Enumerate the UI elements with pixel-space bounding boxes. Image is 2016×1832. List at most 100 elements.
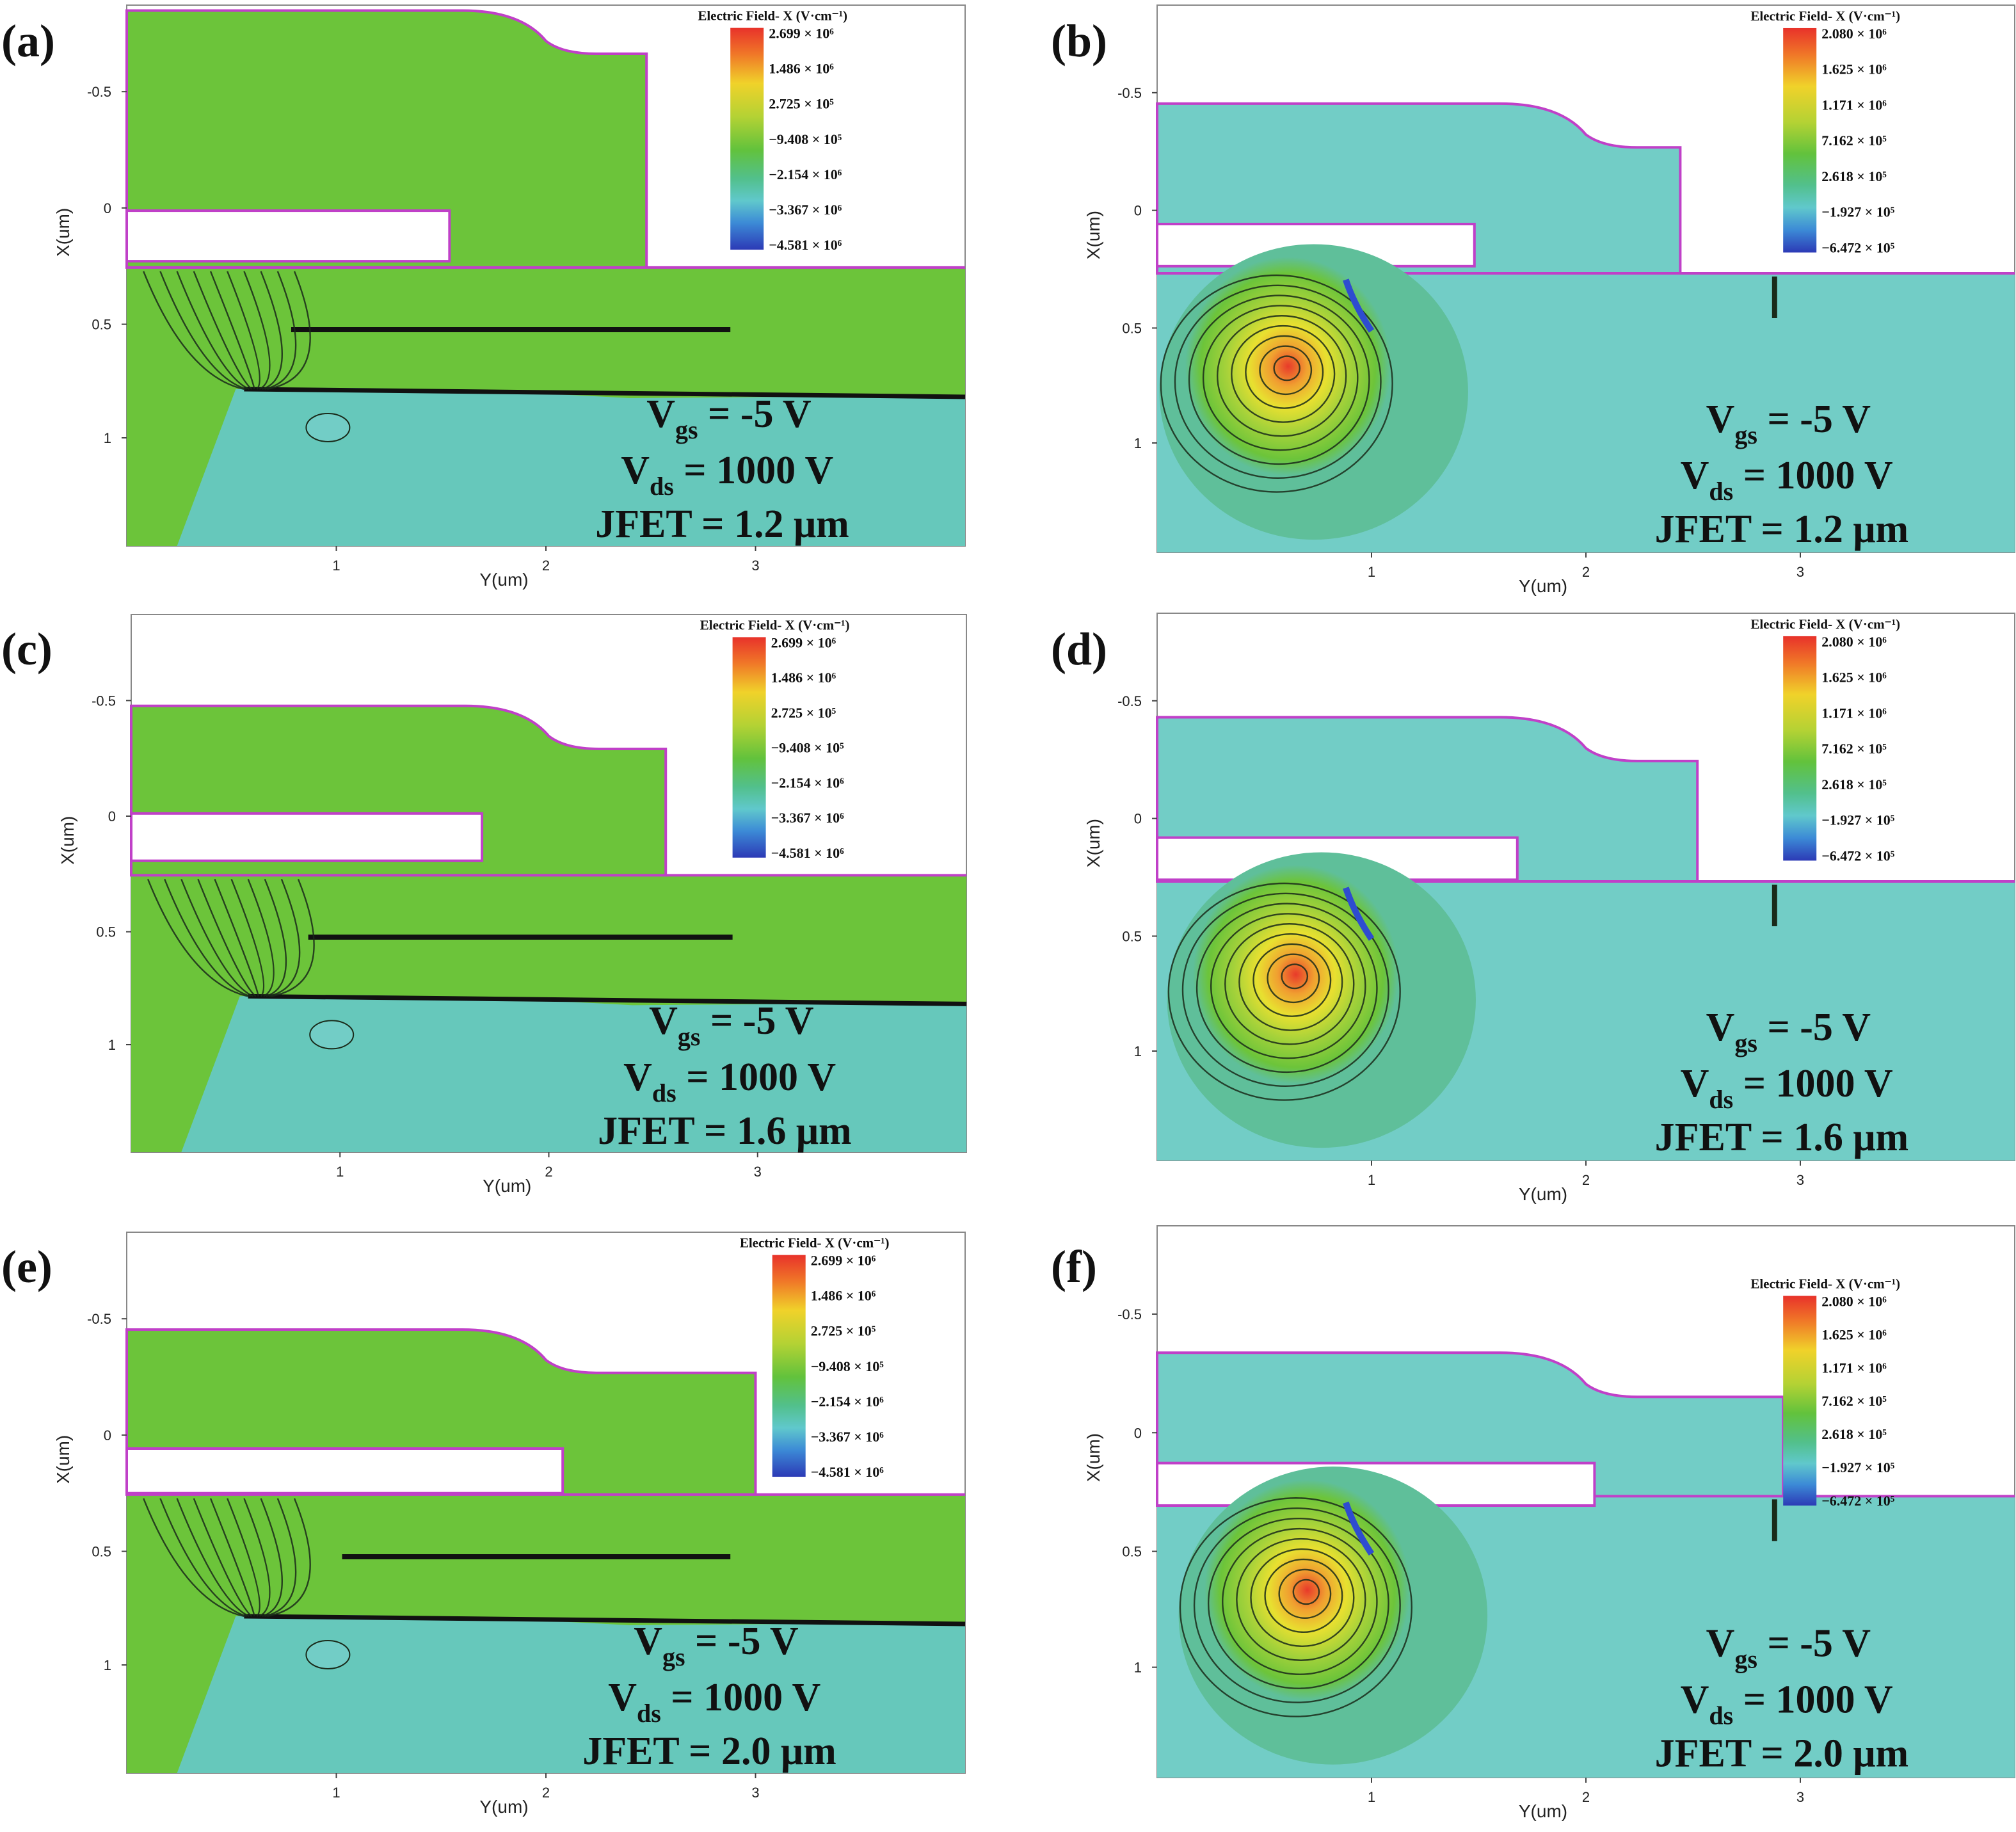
field-pocket — [309, 1020, 355, 1050]
contour-line — [260, 271, 283, 390]
contour-line — [1238, 933, 1343, 1031]
x-tick-label: 3 — [754, 1164, 762, 1180]
x-tick-label: 2 — [542, 1785, 550, 1801]
gate-electrode — [130, 812, 484, 862]
contour-line — [176, 271, 250, 390]
panel-a: (a) 1 2 3 -0.5 0 0.5 1 Y(um) X(um) Electric Field-… — [1, 4, 966, 590]
y-axis-label: X(um) — [53, 1435, 73, 1484]
y-tick-label: 0.5 — [96, 924, 116, 940]
contour-line — [176, 1498, 250, 1618]
colorbar: Electric Field- X (V·cm⁻¹) 2.699 × 10⁶ 1.4… — [700, 617, 850, 860]
x-tick-label: 2 — [1582, 1172, 1590, 1188]
x-tick-label: 3 — [751, 558, 759, 574]
colorbar-label: 2.080 × 10⁶ — [1821, 26, 1887, 42]
contour-line — [267, 271, 311, 390]
panel-label: (c) — [1, 623, 52, 675]
colorbar: Electric Field- X (V·cm⁻¹) 2.080 × 10⁶ 1.6… — [1750, 1276, 1900, 1509]
colorbar-label: 1.171 × 10⁶ — [1821, 1360, 1887, 1376]
colorbar-title: Electric Field- X (V·cm⁻¹) — [1750, 1276, 1900, 1291]
colorbar-label: 1.486 × 10⁶ — [771, 670, 836, 686]
jfet-text: JFET = 1.2 μm — [1655, 508, 1909, 551]
colorbar-label: 1.171 × 10⁶ — [1821, 705, 1887, 721]
contour-line — [209, 1498, 255, 1617]
contour-line — [1259, 345, 1313, 396]
contour-line — [143, 1498, 244, 1618]
y-tick-label: 0.5 — [92, 317, 111, 333]
colorbar-label: −1.927 × 10⁵ — [1821, 812, 1895, 828]
drift-region — [181, 995, 966, 1152]
vgs-text: Vgs = -5 V — [646, 392, 812, 444]
y-axis-label: X(um) — [1084, 211, 1103, 259]
y-tick-label: -0.5 — [87, 1311, 111, 1327]
x-tick-label: 1 — [1368, 1789, 1375, 1805]
panel-f: (f) 1 2 3 -0.5 0 0.5 1 Y(um) X(um) Electric Field-… — [1051, 1225, 2015, 1821]
contour-line — [209, 271, 255, 390]
contour-line — [143, 271, 244, 390]
contour-line — [164, 878, 252, 997]
colorbar-label: 1.625 × 10⁶ — [1821, 670, 1887, 686]
contour-line — [264, 271, 297, 390]
colorbar-title: Electric Field- X (V·cm⁻¹) — [1750, 616, 1900, 632]
contour-line — [1174, 284, 1382, 479]
contour-line — [193, 271, 253, 390]
vds-text: Vds = 1000 V — [623, 1056, 836, 1107]
colorbar-label: 2.725 × 10⁵ — [811, 1323, 876, 1339]
vds-text: Vds = 1000 V — [608, 1676, 820, 1728]
y-tick-label: 1 — [1134, 435, 1142, 451]
y-tick-label: 0.5 — [1122, 928, 1142, 944]
contour-line — [264, 1498, 297, 1618]
jfet-text: JFET = 1.6 μm — [598, 1109, 852, 1153]
contour-line — [271, 878, 315, 997]
colorbar-label: −9.408 × 10⁵ — [811, 1358, 884, 1374]
x-tick-label: 1 — [1368, 1172, 1375, 1188]
panel-label: (f) — [1051, 1241, 1097, 1292]
y-tick-label: 0 — [1134, 811, 1142, 827]
contour-line — [1217, 315, 1347, 437]
x-tick-label: 2 — [542, 558, 550, 574]
negative-field-spot — [1343, 278, 1375, 333]
contour-line — [1264, 1558, 1343, 1634]
panel-label: (b) — [1051, 15, 1107, 67]
contour-line — [1196, 903, 1378, 1073]
contour-line — [1167, 882, 1401, 1101]
x-tick-label: 2 — [545, 1164, 552, 1180]
colorbar-label: 1.486 × 10⁶ — [811, 1288, 876, 1304]
x-axis-label: Y(um) — [483, 1176, 531, 1196]
colorbar-label: 2.699 × 10⁶ — [811, 1253, 876, 1269]
colorbar-label: −6.472 × 10⁵ — [1821, 1493, 1895, 1509]
drift-region — [177, 387, 966, 546]
y-tick-label: 1 — [1134, 1043, 1142, 1059]
contour-line — [1160, 274, 1393, 493]
colorbar-gradient — [1783, 636, 1817, 861]
y-tick-label: -0.5 — [92, 693, 116, 709]
contour-line — [159, 271, 247, 390]
colorbar-label: 2.725 × 10⁵ — [771, 705, 836, 721]
colorbar-label: −9.408 × 10⁵ — [771, 740, 845, 756]
colorbar-label: 2.618 × 10⁵ — [1821, 776, 1887, 792]
jfet-text: JFET = 1.2 μm — [595, 502, 849, 546]
colorbar: Electric Field- X (V·cm⁻¹) 2.080 × 10⁶ 1.6… — [1750, 616, 1900, 864]
colorbar: Electric Field- X (V·cm⁻¹) 2.080 × 10⁶ 1.6… — [1750, 8, 1900, 256]
y-tick-label: 1 — [1134, 1660, 1142, 1676]
negative-field-spot — [1343, 887, 1375, 941]
colorbar-label: −3.367 × 10⁶ — [771, 810, 845, 826]
contour-line — [214, 878, 259, 997]
gate-electrode — [125, 209, 451, 263]
colorbar-label: −2.154 × 10⁶ — [769, 166, 842, 182]
colorbar-label: 1.625 × 10⁶ — [1821, 1326, 1887, 1342]
contour-line — [1207, 1517, 1389, 1689]
contour-line — [268, 878, 301, 997]
contour-line — [193, 1498, 253, 1617]
contour-line — [1222, 1527, 1378, 1675]
x-tick-label: 1 — [332, 558, 340, 574]
colorbar-label: 2.080 × 10⁶ — [1821, 1293, 1887, 1309]
x-tick-label: 1 — [336, 1164, 344, 1180]
y-tick-label: -0.5 — [1117, 693, 1142, 709]
contour-line — [197, 878, 257, 997]
colorbar-title: Electric Field- X (V·cm⁻¹) — [1750, 8, 1900, 24]
y-axis-label: X(um) — [1084, 819, 1103, 867]
